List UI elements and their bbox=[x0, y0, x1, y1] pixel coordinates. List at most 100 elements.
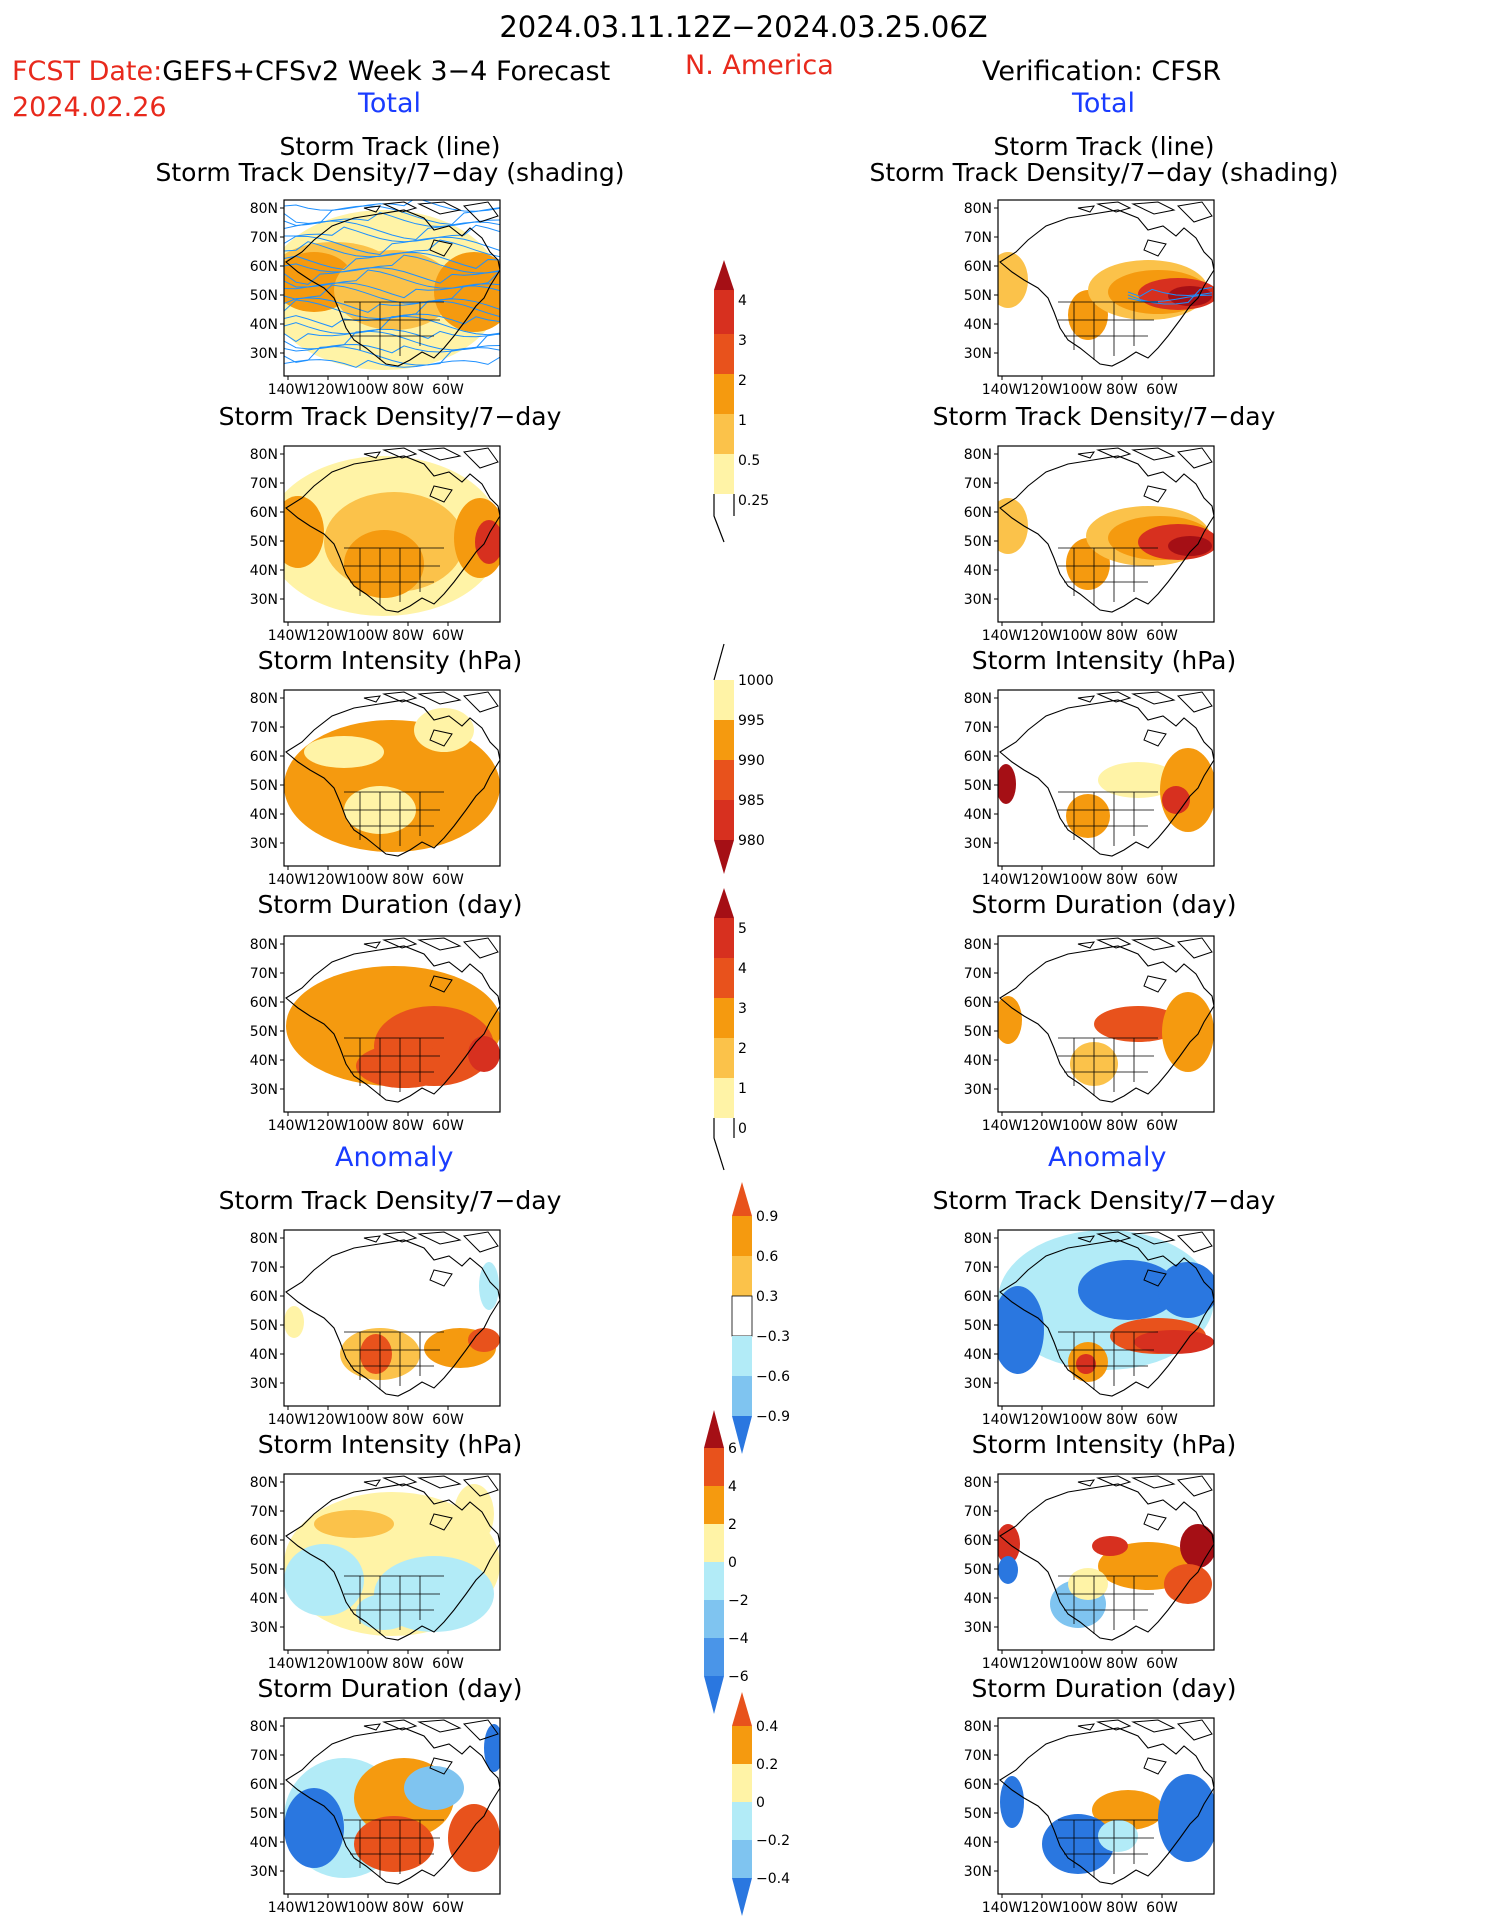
lat-tick-label: 50N bbox=[250, 288, 278, 304]
cb-density-anom-label: 0.3 bbox=[756, 1289, 778, 1305]
shading-region bbox=[998, 252, 1028, 308]
lat-tick-label: 70N bbox=[250, 230, 278, 246]
colorbar-duration-total: 5 4 3 2 1 0 bbox=[713, 888, 747, 1171]
storm-track-line bbox=[1127, 288, 1213, 297]
cb-density-anom-label: −0.6 bbox=[756, 1369, 790, 1385]
cb-duration-anom-label: 0.4 bbox=[756, 1719, 778, 1735]
storm-track-line bbox=[284, 235, 500, 256]
lat-tick-label: 70N bbox=[964, 966, 992, 982]
panel-title-density-left: Storm Track Density/7−day bbox=[218, 402, 562, 431]
shading-region bbox=[354, 1816, 434, 1872]
lon-tick-label: 60W bbox=[1146, 1900, 1178, 1916]
lat-tick-label: 80N bbox=[250, 201, 278, 217]
lat-tick-label: 80N bbox=[250, 1231, 278, 1247]
lat-tick-label: 60N bbox=[964, 259, 992, 275]
storm-track-line bbox=[284, 345, 500, 366]
cb-density-total-label: 0.5 bbox=[738, 453, 760, 469]
shading-region bbox=[1168, 536, 1212, 556]
shading-region bbox=[1092, 1536, 1128, 1556]
cb-intensity-anom-label: 6 bbox=[728, 1441, 737, 1457]
island-outline bbox=[1096, 201, 1132, 213]
storm-track-line bbox=[284, 254, 500, 274]
storm-track-line bbox=[1127, 287, 1213, 305]
cb-density-total-label: 1 bbox=[738, 413, 747, 429]
forecast-label: FCST Date:GEFS+CFSv2 Week 3−4 Forecast bbox=[12, 56, 610, 87]
cb-intensity-anom-label: 4 bbox=[728, 1479, 737, 1495]
island-outline bbox=[429, 1269, 453, 1287]
map-panel-intensity-anom-left: 80N 70N 60N 50N 40N 30N 140W 120W 100W 80W 60W bbox=[250, 1473, 501, 1672]
cb-duration-total-label: 2 bbox=[738, 1041, 747, 1057]
panel-title-duration-right: Storm Duration (day) bbox=[971, 890, 1237, 919]
panel-title-track-left-b: Storm Track Density/7−day (shading) bbox=[155, 158, 625, 187]
island-outline bbox=[1131, 1719, 1176, 1733]
lat-tick-label: 60N bbox=[250, 995, 278, 1011]
colorbar-density-anom: 0.9 0.6 0.3 −0.3 −0.6 −0.9 bbox=[731, 1182, 790, 1454]
state-borders bbox=[344, 791, 444, 850]
lon-tick-label: 140W bbox=[268, 628, 309, 644]
map-panel-intensity-total-right: 80N 70N 60N 50N 40N 30N 140W 120W 100W 80W 60W bbox=[964, 689, 1215, 888]
lat-tick-label: 60N bbox=[250, 1533, 278, 1549]
lat-tick-label: 30N bbox=[964, 592, 992, 608]
lat-tick-label: 60N bbox=[964, 1777, 992, 1793]
lon-tick-label: 80W bbox=[392, 628, 424, 644]
panel-title-density-right: Storm Track Density/7−day bbox=[932, 402, 1276, 431]
lon-tick-label: 120W bbox=[308, 382, 349, 398]
map-panel-density-anom-left: 80N 70N 60N 50N 40N 30N 140W 120W 100W 80W 60W bbox=[250, 1229, 501, 1428]
cb-intensity-anom-label: −6 bbox=[728, 1669, 749, 1685]
lat-tick-label: 70N bbox=[964, 1748, 992, 1764]
lat-tick-label: 80N bbox=[964, 1719, 992, 1735]
lat-tick-label: 80N bbox=[964, 201, 992, 217]
lat-tick-label: 60N bbox=[250, 1777, 278, 1793]
lat-tick-label: 40N bbox=[250, 1591, 278, 1607]
island-outline bbox=[1143, 239, 1167, 257]
colorbar-intensity-anom: 6 4 2 0 −2 −4 −6 bbox=[704, 1410, 749, 1714]
island-outline bbox=[429, 485, 453, 503]
lat-tick-label: 70N bbox=[964, 1504, 992, 1520]
anomaly-label-left: Anomaly bbox=[335, 1142, 454, 1173]
island-outline bbox=[417, 201, 462, 215]
coastline bbox=[999, 1239, 1214, 1397]
lat-tick-label: 70N bbox=[250, 1260, 278, 1276]
region-label: N. America bbox=[685, 50, 834, 81]
lat-tick-label: 50N bbox=[250, 534, 278, 550]
lat-tick-label: 80N bbox=[250, 447, 278, 463]
lon-tick-label: 80W bbox=[1106, 1656, 1138, 1672]
panel-title-intensity-anom-right: Storm Intensity (hPa) bbox=[971, 1430, 1237, 1459]
map-frame bbox=[997, 445, 1215, 623]
storm-track-line bbox=[284, 328, 500, 343]
island-outline bbox=[1143, 485, 1167, 503]
map-panel-duration-total-right: 80N 70N 60N 50N 40N 30N 140W 120W 100W 80W 60W bbox=[964, 935, 1215, 1134]
island-outline bbox=[417, 691, 462, 705]
island-outline bbox=[462, 447, 499, 469]
shading-region bbox=[479, 1262, 499, 1310]
lat-tick-label: 80N bbox=[250, 1719, 278, 1735]
island-outline bbox=[1176, 201, 1213, 223]
shading-region bbox=[344, 530, 424, 598]
map-frame bbox=[283, 1717, 501, 1895]
panel-title-density-anom-right: Storm Track Density/7−day bbox=[932, 1186, 1276, 1215]
lon-tick-label: 120W bbox=[1022, 1900, 1063, 1916]
lat-tick-label: 40N bbox=[250, 1835, 278, 1851]
lon-tick-label: 120W bbox=[1022, 1412, 1063, 1428]
lat-tick-label: 30N bbox=[250, 1376, 278, 1392]
shading-region bbox=[1158, 1774, 1214, 1862]
lon-tick-label: 100W bbox=[1062, 872, 1103, 888]
lon-tick-label: 60W bbox=[432, 382, 464, 398]
lon-tick-label: 80W bbox=[1106, 628, 1138, 644]
lat-tick-label: 30N bbox=[964, 346, 992, 362]
lat-tick-label: 80N bbox=[964, 937, 992, 953]
panel-title-track-right-a: Storm Track (line) bbox=[993, 132, 1215, 161]
lat-tick-label: 60N bbox=[250, 1289, 278, 1305]
cb-intensity-total-label: 990 bbox=[738, 753, 765, 769]
cb-intensity-total-label: 980 bbox=[738, 833, 765, 849]
lon-tick-label: 80W bbox=[392, 1118, 424, 1134]
lat-tick-label: 70N bbox=[250, 476, 278, 492]
island-outline bbox=[417, 1719, 462, 1733]
island-outline bbox=[1077, 695, 1096, 703]
panel-title-intensity-anom-left: Storm Intensity (hPa) bbox=[257, 1430, 523, 1459]
lon-tick-label: 140W bbox=[268, 1412, 309, 1428]
map-panel-duration-anom-left: 80N 70N 60N 50N 40N 30N 140W 120W 100W 80W 60W bbox=[250, 1717, 501, 1916]
island-outline bbox=[1096, 1719, 1132, 1731]
lat-tick-label: 50N bbox=[964, 1024, 992, 1040]
cb-duration-total-label: 3 bbox=[738, 1001, 747, 1017]
